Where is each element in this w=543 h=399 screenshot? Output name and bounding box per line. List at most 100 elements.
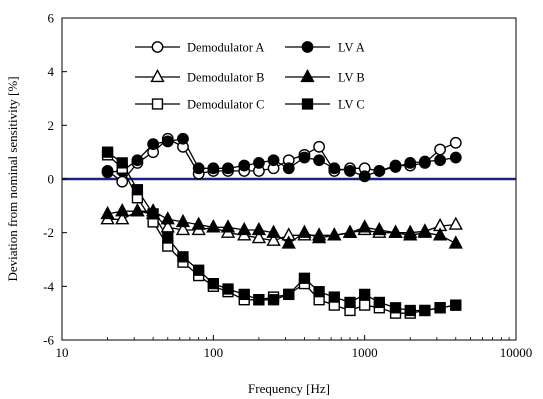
point-lv-c [207, 278, 219, 290]
legend-marker-lv-a [301, 41, 314, 53]
legend-marker-lv-b [300, 68, 315, 83]
point-lv-c [193, 264, 205, 276]
x-tick-labels: 10 100 1000 10000 [56, 345, 533, 360]
point-lv-b [448, 235, 463, 249]
y-tick-label: 2 [48, 118, 55, 133]
legend-entry-demodulator-b: Demodulator B [135, 68, 264, 85]
y-tick-label: 6 [48, 11, 55, 26]
point-lv-b [130, 203, 145, 217]
point-demodulator-a [434, 143, 446, 156]
point-lv-c [373, 296, 385, 309]
legend-entry-demodulator-c: Demodulator C [135, 98, 264, 112]
point-lv-c [162, 232, 174, 244]
point-lv-a [418, 155, 431, 168]
point-lv-c [389, 302, 402, 314]
point-lv-c [313, 286, 325, 298]
legend-label: LV C [338, 98, 365, 112]
point-lv-a [389, 161, 402, 173]
point-lv-b [251, 221, 267, 236]
point-lv-c [177, 251, 189, 263]
x-tick-label: 100 [204, 345, 224, 360]
point-lv-c [359, 288, 371, 301]
point-lv-b [237, 221, 252, 236]
legend-label: LV B [338, 71, 365, 85]
point-lv-a [434, 154, 446, 167]
x-axis-title: Frequency [Hz] [248, 381, 330, 396]
point-lv-c [116, 157, 128, 169]
x-tick-label: 10000 [500, 345, 533, 360]
point-lv-b [220, 219, 236, 233]
point-lv-c [404, 304, 416, 317]
point-lv-b [372, 221, 387, 236]
point-lv-b [175, 213, 191, 228]
point-lv-a [177, 132, 189, 145]
point-lv-a [207, 162, 220, 175]
point-lv-a [238, 159, 251, 172]
point-lv-b [297, 224, 312, 238]
point-lv-a [449, 151, 462, 164]
legend-marker-lv-c [301, 98, 314, 110]
x-tick-label: 1000 [352, 345, 378, 360]
point-lv-c [238, 288, 250, 301]
point-demodulator-a [313, 140, 326, 153]
point-lv-c [419, 304, 431, 317]
point-demodulator-c [359, 299, 371, 311]
point-lv-c [253, 294, 265, 306]
legend-marker-demodulator-c [151, 98, 164, 110]
point-lv-a [298, 151, 311, 164]
point-lv-b [160, 211, 175, 225]
point-lv-b [327, 227, 342, 241]
legend-label: Demodulator C [187, 98, 264, 112]
point-lv-c [222, 283, 234, 295]
point-lv-b [403, 227, 418, 241]
point-lv-a [344, 165, 356, 177]
legend-entry-lv-a: LV A [285, 41, 365, 55]
y-tick-label: -4 [43, 279, 54, 294]
point-lv-b [342, 224, 358, 238]
point-demodulator-a [116, 175, 129, 188]
point-lv-c [344, 296, 356, 309]
point-lv-c [267, 294, 280, 306]
legend-marker-demodulator-b [150, 68, 165, 83]
point-lv-c [434, 302, 446, 314]
point-lv-a [282, 162, 295, 175]
point-lv-c [450, 299, 462, 311]
point-lv-b [266, 224, 281, 238]
legend-entry-demodulator-a: Demodulator A [135, 41, 264, 55]
point-lv-c [328, 291, 340, 303]
point-lv-a [313, 154, 326, 167]
y-tick-label: -2 [43, 225, 54, 240]
point-demodulator-b [251, 229, 267, 244]
series-markers [100, 132, 463, 319]
y-tick-label: -6 [43, 333, 54, 348]
point-lv-a [267, 154, 280, 167]
point-lv-b [432, 227, 448, 241]
point-demodulator-a [449, 136, 462, 149]
point-lv-b [100, 205, 115, 220]
point-lv-c [283, 288, 295, 301]
point-demodulator-b [266, 232, 281, 246]
legend-label: Demodulator A [187, 41, 264, 55]
x-tick-label: 10 [56, 345, 69, 360]
point-lv-a [101, 166, 114, 179]
point-lv-b [311, 229, 327, 244]
legend-label: LV A [338, 41, 365, 55]
legend: Demodulator A LV A Demodulator B LV B Demodu… [135, 41, 365, 112]
point-lv-b [115, 203, 130, 217]
point-lv-b [206, 219, 221, 233]
point-lv-b [281, 235, 296, 249]
y-axis-title: Deviation from nominal sensitivity [%] [5, 76, 20, 281]
point-lv-a [252, 156, 265, 169]
point-lv-b [388, 224, 403, 238]
legend-marker-demodulator-a [151, 41, 164, 53]
point-lv-c [131, 184, 144, 196]
point-demodulator-b [175, 221, 191, 236]
axis-ticks [61, 17, 517, 341]
legend-entry-lv-b: LV B [285, 68, 365, 85]
point-lv-a [192, 162, 205, 175]
y-tick-labels: -6 -4 -2 0 2 4 6 [43, 11, 54, 348]
point-lv-b [417, 224, 433, 238]
point-lv-b [191, 216, 206, 230]
point-lv-c [147, 208, 159, 220]
